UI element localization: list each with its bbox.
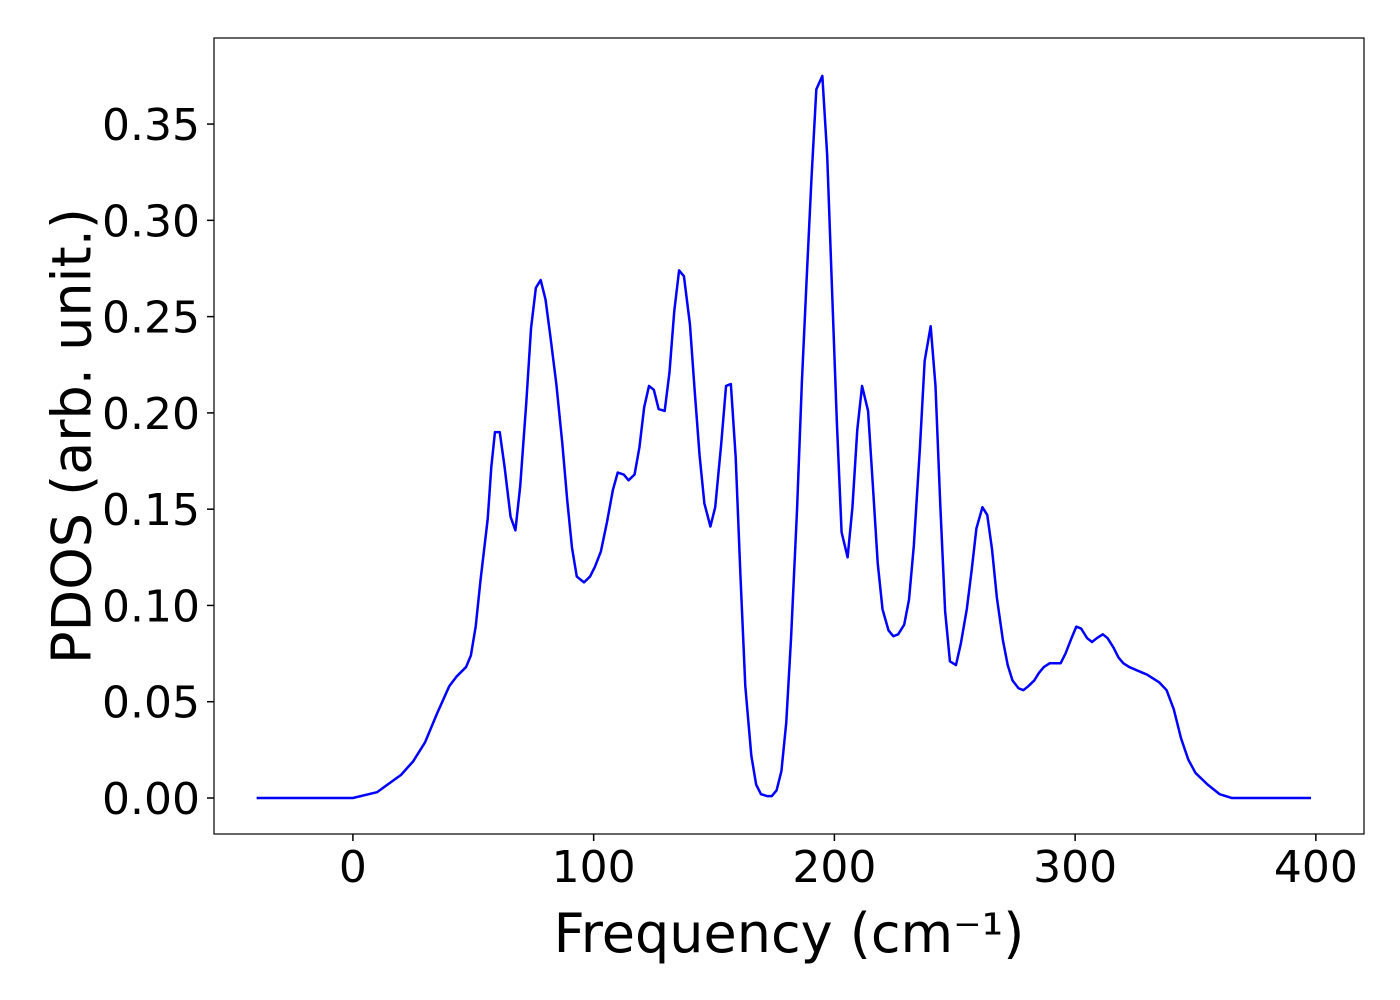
y-tick-label: 0.25 <box>102 293 200 344</box>
y-axis-label: PDOS (arb. unit.) <box>41 208 104 664</box>
x-tick-label: 100 <box>552 842 636 893</box>
x-tick-label: 300 <box>1033 842 1117 893</box>
y-tick-label: 0.20 <box>102 389 200 440</box>
y-tick-label: 0.30 <box>102 196 200 247</box>
x-tick-label: 200 <box>792 842 876 893</box>
x-tick-label: 400 <box>1274 842 1358 893</box>
y-tick-label: 0.15 <box>102 485 200 536</box>
y-tick-label: 0.35 <box>102 100 200 151</box>
x-tick-label: 0 <box>339 842 367 893</box>
y-tick-label: 0.10 <box>102 581 200 632</box>
y-tick-label: 0.00 <box>102 774 200 825</box>
plot-frame <box>213 37 1365 835</box>
x-axis-label: Frequency (cm⁻¹) <box>554 902 1025 965</box>
data-line <box>256 74 1312 800</box>
y-tick-label: 0.05 <box>102 678 200 729</box>
